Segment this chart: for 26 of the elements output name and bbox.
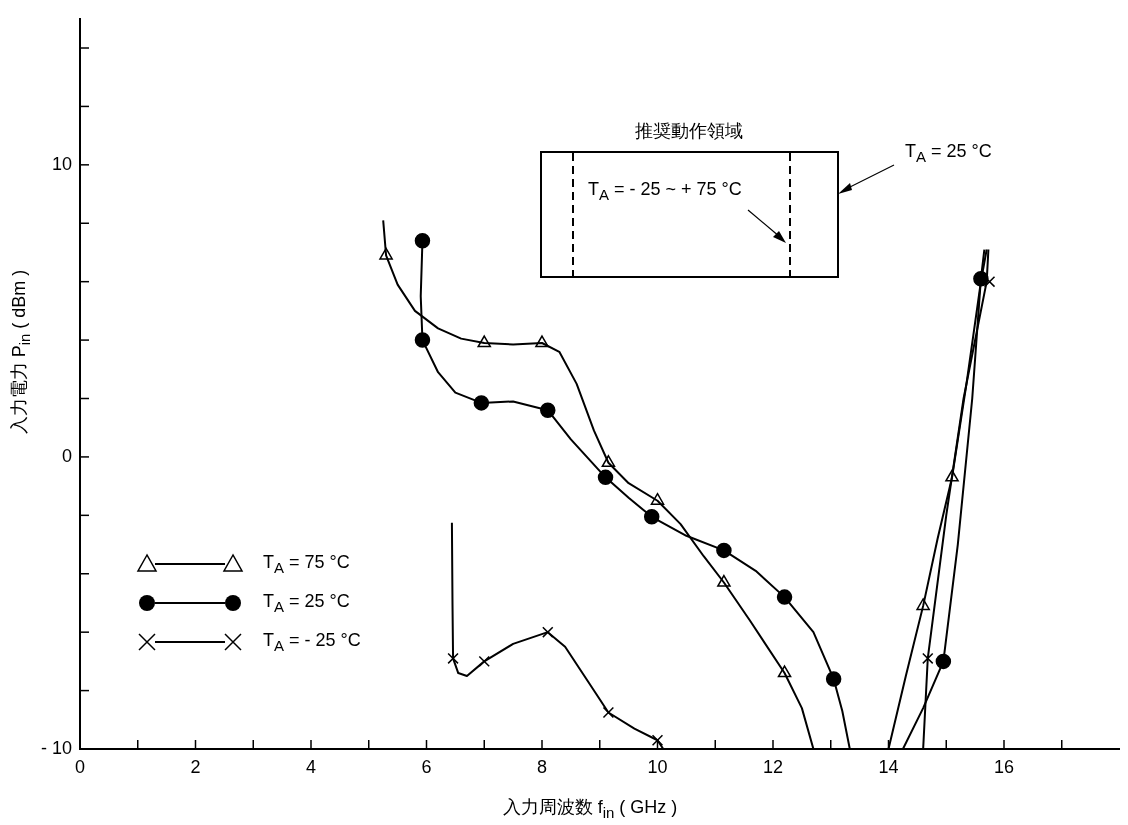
x-tick-label: 2 [190,756,201,777]
y-tick-label: - 10 [40,737,72,758]
legend-label: T$_{A}$ = - 25 °C [263,629,361,654]
x-tick-label: 6 [421,756,432,777]
point [602,706,615,719]
y-tick-label: 0 [61,445,72,466]
y-tick-label: 10 [51,153,72,174]
point [447,652,459,665]
x-tick-label: 4 [305,756,317,777]
x-tick-label: 0 [74,756,86,777]
point [651,734,664,746]
annotation: T$_{A}$ = - 25 ~ + 75 °C [588,178,742,205]
annotation: 推奨動作領域 [635,120,743,142]
x-tick-label: 16 [993,756,1015,777]
point [414,233,431,249]
annotation: T$_{A}$ = 25 °C [905,140,992,167]
x-tick-label: 8 [536,756,548,777]
point [542,626,554,638]
x-tick-label: 12 [762,756,784,777]
x-tick-label: 14 [878,756,899,777]
x-axis-title: 入力周波数 f$_{in}$ ( GHz ) [502,796,678,823]
point [922,652,934,665]
legend-label: T$_{A}$ = 25 °C [263,590,350,615]
point [478,655,490,668]
x-tick-label: 10 [647,756,668,777]
legend-label: T$_{A}$ = 75 °C [263,551,350,576]
